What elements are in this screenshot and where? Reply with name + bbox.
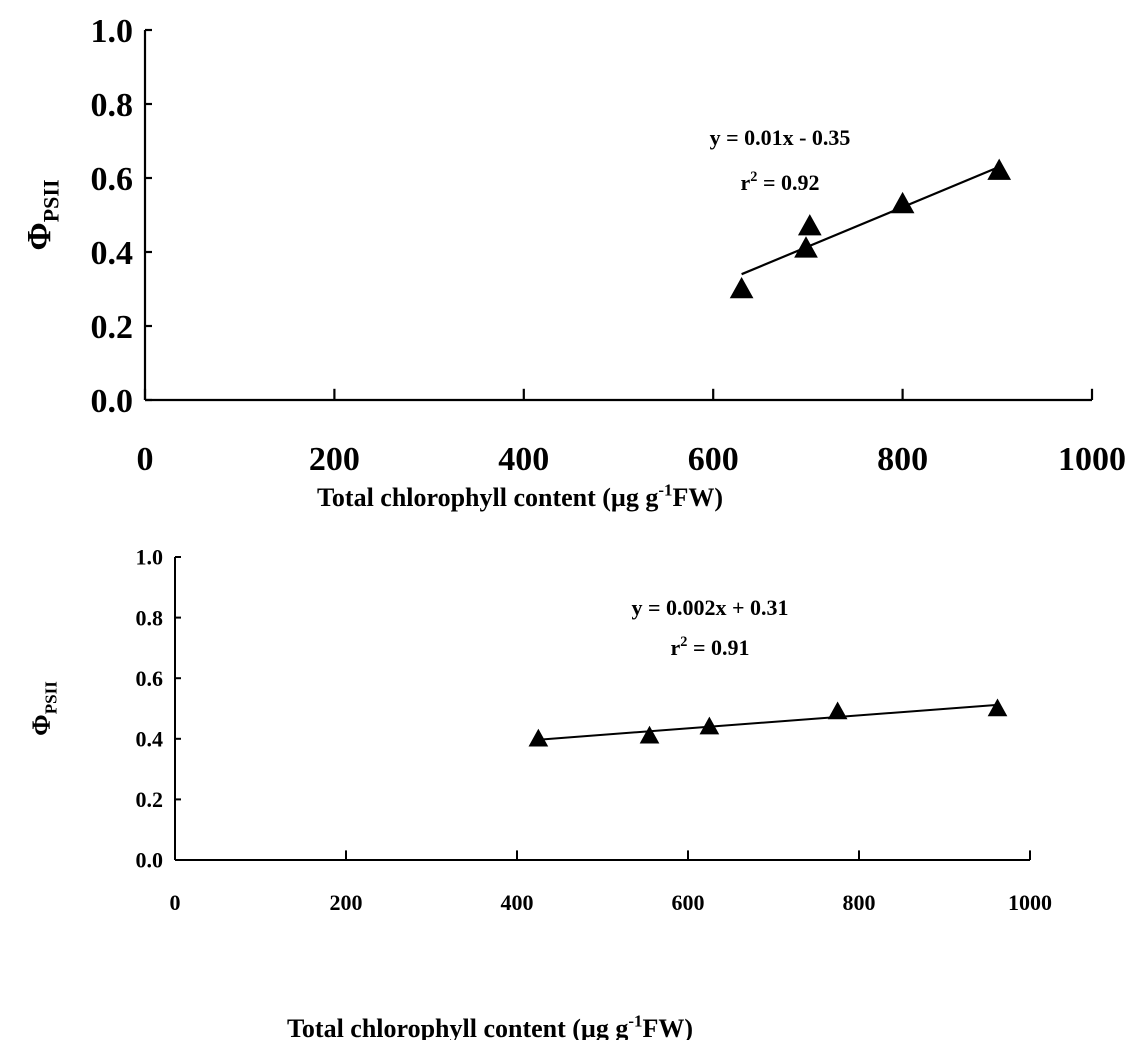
trendline (538, 703, 998, 741)
x-tick-label: 600 (688, 441, 739, 478)
regression-equation: y = 0.01x - 0.35 (710, 125, 851, 150)
y-tick-label: 0.8 (91, 87, 134, 124)
r-squared-label: r2 = 0.91 (671, 634, 750, 660)
x-tick-label: 400 (501, 890, 534, 915)
data-point (729, 276, 754, 299)
y-tick-label: 0.0 (91, 383, 134, 420)
y-tick-label: 0.2 (91, 309, 134, 346)
data-point (797, 214, 822, 236)
y-tick-label: 1.0 (136, 545, 164, 570)
x-tick-label: 0 (137, 441, 154, 478)
y-tick-label: 1.0 (91, 13, 134, 50)
y-tick-label: 0.6 (136, 666, 164, 691)
x-tick-label: 800 (877, 441, 928, 478)
chart-2: 0.0 0.2 0.4 0.6 0.8 1.0 0 200 400 600 800 1000 Total… (27, 545, 1052, 1040)
y-tick-label: 0.2 (136, 787, 164, 812)
x-tick-label: 1000 (1058, 441, 1126, 478)
y-axis-label: ΦPSII (21, 180, 64, 251)
y-axis-label: ΦPSII (27, 681, 61, 736)
data-point (987, 158, 1012, 180)
x-axis-label: Total chlorophyll content (µg g-1FW) (287, 1012, 693, 1040)
x-tick-label: 1000 (1008, 890, 1052, 915)
data-point (890, 191, 915, 214)
x-tick-label: 200 (330, 890, 363, 915)
r-squared-label: r2 = 0.92 (741, 169, 820, 195)
data-point (987, 698, 1008, 717)
x-tick-label: 200 (309, 441, 360, 478)
x-tick-label: 400 (498, 441, 549, 478)
chart-1: 0.0 0.2 0.4 0.6 0.8 1.0 0 200 400 600 800 1000 Total… (21, 13, 1126, 512)
data-point (639, 725, 660, 744)
data-point (699, 716, 720, 735)
x-axis-label: Total chlorophyll content (µg g-1FW) (317, 481, 723, 512)
data-point (827, 701, 848, 720)
data-point (528, 728, 549, 747)
y-tick-label: 0.0 (136, 848, 164, 873)
regression-equation: y = 0.002x + 0.31 (631, 595, 788, 620)
y-tick-label: 0.4 (136, 727, 164, 752)
y-tick-label: 0.4 (91, 235, 134, 272)
y-tick-label: 0.8 (136, 605, 164, 630)
x-tick-label: 800 (843, 890, 876, 915)
x-tick-label: 600 (672, 890, 705, 915)
x-tick-label: 0 (170, 890, 181, 915)
y-tick-label: 0.6 (91, 161, 134, 198)
trendline (741, 165, 1000, 276)
data-point (794, 236, 818, 258)
